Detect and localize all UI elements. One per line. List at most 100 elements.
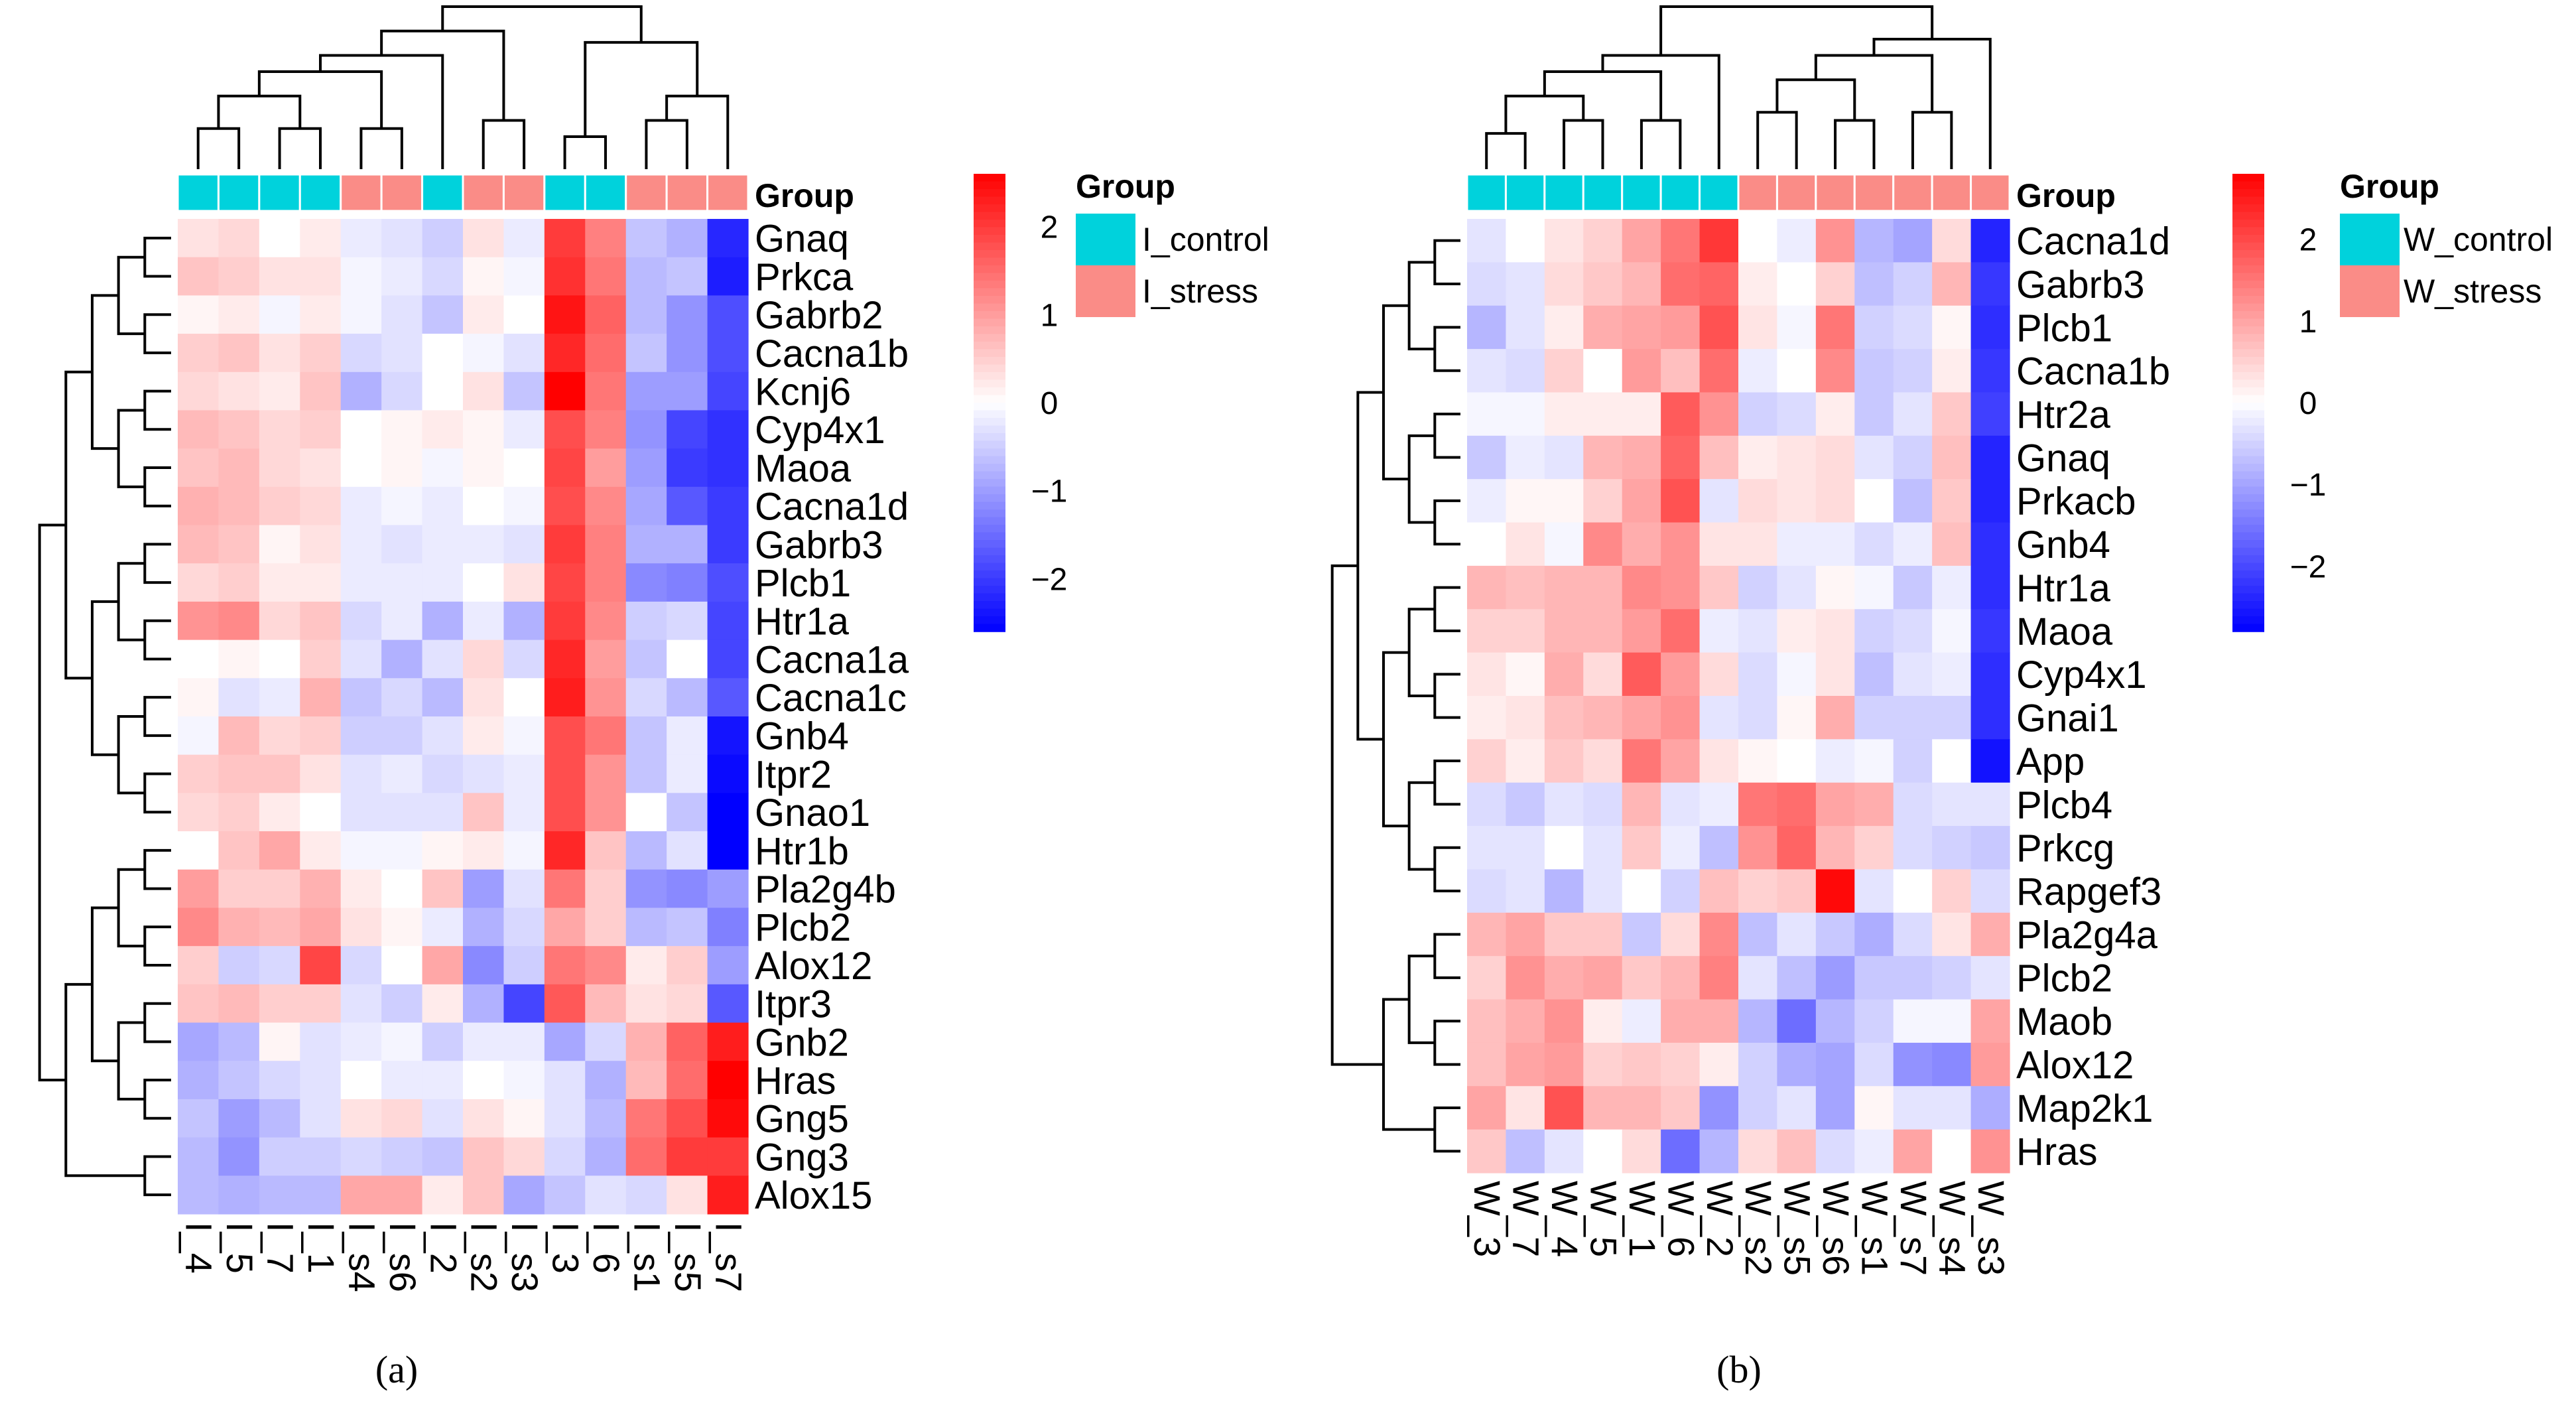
colorbar-segment: [2232, 433, 2264, 442]
heatmap-cell: [503, 639, 545, 679]
heatmap-cell: [707, 639, 749, 679]
row-dendrogram-link-b-11: [1407, 261, 1435, 351]
colorbar-segment: [2232, 334, 2264, 342]
heatmap-cell: [1777, 826, 1817, 870]
heatmap-cell: [544, 907, 586, 947]
colorbar-segment: [974, 547, 1005, 556]
heatmap-cell: [1506, 522, 1545, 567]
heatmap-cell: [1506, 609, 1545, 653]
heatmap-cell: [1699, 912, 1739, 957]
heatmap-cell: [1815, 696, 1855, 740]
heatmap-cell: [1661, 565, 1701, 610]
heatmap-cell: [1815, 522, 1855, 567]
row-label: Pla2g4a: [2016, 913, 2158, 957]
colorbar-segment: [974, 601, 1005, 610]
heatmap-cell: [1583, 782, 1623, 827]
heatmap-cell: [1738, 522, 1778, 567]
column-label: I_2: [422, 1222, 464, 1274]
colorbar-segment: [974, 479, 1005, 488]
colorbar-segment: [974, 235, 1005, 243]
heatmap-cell: [422, 334, 464, 373]
heatmap-cell: [1622, 999, 1661, 1043]
heatmap-cell: [1661, 1129, 1701, 1174]
heatmap-cell: [707, 1137, 749, 1176]
heatmap-cell: [1622, 479, 1661, 523]
heatmap-cell: [218, 1175, 260, 1215]
heatmap-cell: [1932, 565, 1972, 610]
heatmap-cell: [381, 1099, 423, 1138]
annotation-cell-control: [543, 173, 586, 212]
heatmap-cell: [1893, 1129, 1933, 1174]
heatmap-cell: [1583, 999, 1623, 1043]
heatmap-cell: [1854, 1086, 1894, 1130]
heatmap-cell: [1854, 609, 1894, 653]
heatmap-cell: [1893, 609, 1933, 653]
column-label: I_5: [219, 1222, 261, 1274]
row-label: Gnb4: [2016, 523, 2110, 567]
heatmap-cell: [1970, 479, 2010, 523]
column-label: I_s6: [382, 1222, 424, 1292]
heatmap-cell: [422, 831, 464, 870]
heatmap-cell: [667, 984, 708, 1024]
heatmap-cell: [667, 678, 708, 717]
heatmap-cell: [1467, 609, 1507, 653]
colorbar-segment: [974, 257, 1005, 266]
heatmap-cell: [1583, 522, 1623, 567]
heatmap-cell: [544, 793, 586, 832]
colorbar-segment: [2232, 479, 2264, 488]
heatmap-cell: [300, 1022, 342, 1061]
column-dendrogram-a: [196, 5, 730, 169]
heatmap-cell: [707, 410, 749, 449]
heatmap-cell: [1738, 652, 1778, 697]
row-label: Plcb2: [755, 906, 851, 949]
heatmap-cell: [381, 410, 423, 449]
row-dendrogram-link-b-20: [1330, 564, 1384, 1066]
heatmap-cell: [1699, 652, 1739, 697]
heatmap-cell: [1661, 1086, 1701, 1130]
colorbar-segment: [2232, 372, 2264, 381]
colorbar-segment: [2232, 464, 2264, 472]
heatmap-cell: [707, 831, 749, 870]
heatmap-cell: [625, 639, 667, 679]
colorbar-segment: [2232, 364, 2264, 373]
heatmap-cell: [667, 295, 708, 334]
heatmap-cell: [259, 563, 300, 602]
colorbar-segment: [974, 464, 1005, 472]
heatmap-cell: [667, 831, 708, 870]
heatmap-cell: [1506, 262, 1545, 306]
colorbar-segment: [2232, 303, 2264, 312]
colorbar-segment: [974, 349, 1005, 358]
annotation-title-b: Group: [2016, 177, 2116, 214]
colorbar-segment: [2232, 570, 2264, 579]
heatmap-cell: [544, 295, 586, 334]
column-label: W_s2: [1738, 1181, 1779, 1276]
heatmap-cell: [422, 525, 464, 564]
colorbar-segment: [2232, 547, 2264, 556]
heatmap-cell: [1467, 999, 1507, 1043]
heatmap-cell: [1506, 869, 1545, 913]
heatmap-cell: [1467, 262, 1507, 306]
heatmap-cell: [259, 410, 300, 449]
row-label: Pla2g4b: [755, 868, 896, 911]
column-label: I_7: [260, 1222, 302, 1274]
heatmap-cell: [178, 946, 220, 985]
heatmap-cell: [1970, 652, 2010, 697]
heatmap-cell: [1661, 392, 1701, 436]
heatmap-cell: [1699, 739, 1739, 783]
heatmap-cell: [625, 257, 667, 296]
row-labels-a: GnaqPrkcaGabrb2Cacna1bKcnj6Cyp4x1MaoaCac…: [755, 218, 909, 1217]
heatmap-cell: [544, 754, 586, 793]
heatmap-cell: [218, 563, 260, 602]
heatmap-cell: [463, 486, 505, 526]
heatmap-cell: [585, 907, 627, 947]
column-labels-a: I_4I_5I_7I_1I_s4I_s6I_2I_s2I_s3I_3I_6I_s…: [178, 1222, 750, 1292]
column-label: W_s3: [1970, 1181, 2012, 1276]
legend-title-b: Group: [2340, 168, 2439, 205]
heatmap-cell: [1893, 479, 1933, 523]
heatmap-cell: [1970, 739, 2010, 783]
heatmap-cell: [178, 678, 220, 717]
heatmap-cell: [1661, 696, 1701, 740]
heatmap-cell: [1970, 305, 2010, 350]
heatmap-cell: [340, 601, 382, 641]
colorbar-segment: [2232, 242, 2264, 251]
